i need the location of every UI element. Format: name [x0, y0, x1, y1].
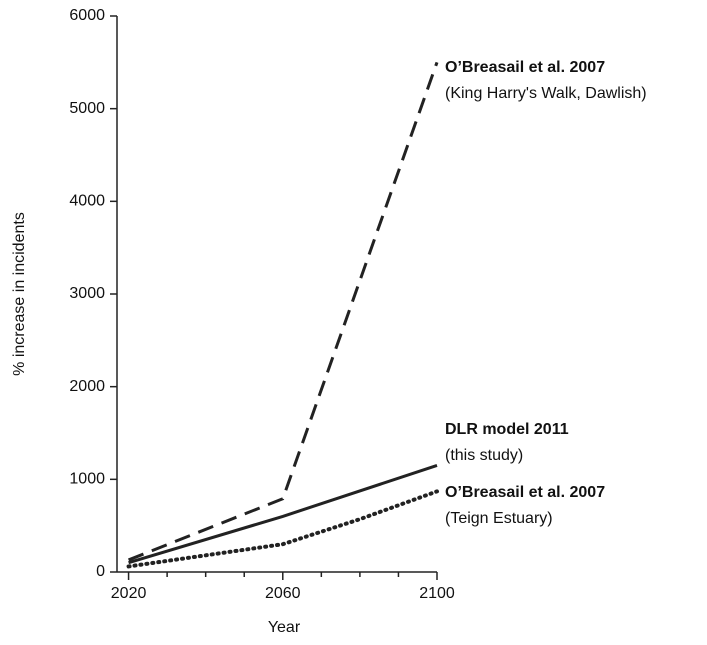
series-label: DLR model 2011 [445, 421, 569, 438]
series-line [128, 61, 439, 562]
x-tick-label: 2020 [111, 585, 147, 602]
series-label: O’Breasail et al. 2007 [445, 59, 605, 76]
x-tick-label: 2100 [419, 585, 455, 602]
x-tick-label: 2060 [265, 585, 301, 602]
x-axis-label: Year [268, 619, 301, 636]
series-label: O’Breasail et al. 2007 [445, 484, 605, 501]
y-tick-label: 2000 [69, 378, 105, 395]
series-line [126, 489, 439, 569]
y-tick-label: 4000 [69, 193, 105, 210]
y-axis-label: % increase in incidents [11, 212, 28, 376]
series-note: (this study) [445, 447, 523, 464]
y-tick-label: 3000 [69, 285, 105, 302]
series-line [128, 464, 438, 565]
y-tick-label: 6000 [69, 7, 105, 24]
y-tick-label: 5000 [69, 100, 105, 117]
series-note: (King Harry's Walk, Dawlish) [445, 85, 647, 102]
series-note: (Teign Estuary) [445, 510, 553, 527]
y-tick-label: 0 [96, 563, 105, 580]
y-tick-label: 1000 [69, 471, 105, 488]
